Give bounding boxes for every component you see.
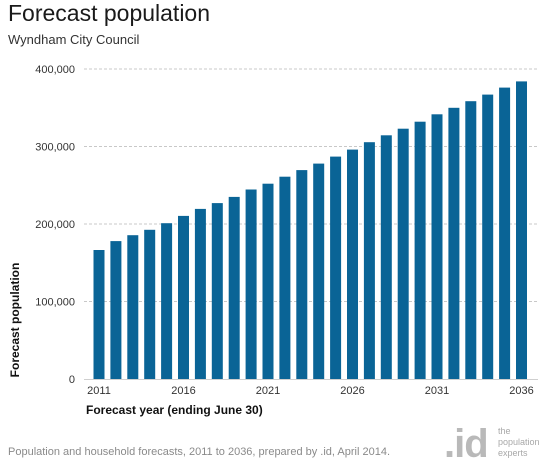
x-axis-ticks: 2011 2016 2021 2026 2031 2036 bbox=[87, 385, 534, 397]
bar-2032 bbox=[448, 107, 460, 380]
y-tick-label: 100,000 bbox=[35, 297, 75, 309]
logo-tagline-line: the bbox=[498, 426, 511, 436]
bar-2035 bbox=[499, 87, 511, 379]
y-tick-label: 300,000 bbox=[35, 142, 75, 154]
y-tick-label: 400,000 bbox=[35, 64, 75, 76]
bar-2024 bbox=[313, 163, 325, 379]
bar-2011 bbox=[93, 250, 105, 379]
bar-2036 bbox=[516, 81, 527, 380]
bar-2018 bbox=[211, 203, 223, 379]
y-axis-title: Forecast population bbox=[8, 263, 22, 378]
bar-2019 bbox=[228, 196, 240, 379]
bar-2020 bbox=[245, 189, 257, 379]
bar-2034 bbox=[482, 94, 494, 379]
logo-tagline-line: experts bbox=[498, 448, 528, 458]
bar-2029 bbox=[397, 128, 409, 379]
bar-2012 bbox=[110, 241, 122, 379]
bar-2016 bbox=[178, 215, 189, 379]
x-tick-label: 2011 bbox=[87, 385, 111, 397]
bar-2028 bbox=[380, 135, 392, 379]
x-tick-label: 2021 bbox=[256, 385, 280, 397]
bar-2033 bbox=[465, 101, 477, 379]
bar-2031 bbox=[431, 114, 443, 380]
y-tick-label: 0 bbox=[69, 374, 75, 386]
bar-2030 bbox=[414, 121, 426, 379]
bar-2013 bbox=[127, 235, 139, 379]
x-axis-title: Forecast year (ending June 30) bbox=[86, 403, 263, 417]
gridlines bbox=[84, 68, 538, 302]
y-axis-ticks: 0 100,000 200,000 300,000 400,000 bbox=[35, 64, 75, 386]
bar-2025 bbox=[330, 156, 342, 379]
bar-2014 bbox=[144, 229, 156, 379]
bar-2021 bbox=[262, 183, 274, 379]
source-note: Population and household forecasts, 2011… bbox=[8, 446, 391, 458]
x-tick-label: 2016 bbox=[171, 385, 195, 397]
x-tick-label: 2036 bbox=[509, 385, 533, 397]
id-logo: .id the population experts bbox=[444, 422, 540, 468]
chart-subtitle: Wyndham City Council bbox=[8, 32, 140, 47]
bars bbox=[93, 81, 527, 380]
x-tick-label: 2031 bbox=[425, 385, 449, 397]
bar-2022 bbox=[279, 176, 291, 379]
bar-2023 bbox=[296, 170, 308, 379]
logo-mark: .id bbox=[444, 422, 489, 466]
x-tick-label: 2026 bbox=[340, 385, 364, 397]
chart-title: Forecast population bbox=[8, 0, 211, 26]
logo-tagline: the population experts bbox=[498, 426, 540, 459]
bar-2026 bbox=[347, 149, 358, 379]
bar-2017 bbox=[194, 208, 206, 379]
logo-tagline-line: population bbox=[498, 437, 540, 447]
y-tick-label: 200,000 bbox=[35, 219, 75, 231]
bar-2015 bbox=[161, 223, 173, 379]
bar-2027 bbox=[363, 142, 375, 379]
